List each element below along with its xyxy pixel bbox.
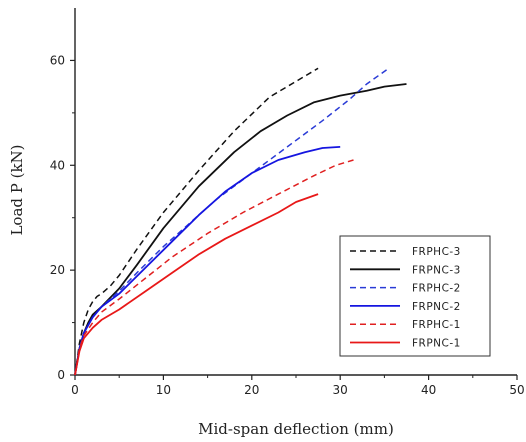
y-tick-label: 0 <box>57 368 65 382</box>
x-tick-label: 0 <box>71 383 79 397</box>
legend-label: FRPNC-1 <box>412 338 461 350</box>
x-axis-title: Mid-span deflection (mm) <box>198 420 394 438</box>
series-line-frphc-1 <box>74 159 354 376</box>
legend-box <box>339 235 491 357</box>
y-tick-label: 20 <box>50 263 65 277</box>
y-tick-label: 60 <box>50 53 65 67</box>
series-line-frpnc-2 <box>74 146 341 376</box>
series-line-frpnc-1 <box>74 193 319 376</box>
x-tick-label: 10 <box>156 383 171 397</box>
x-tick-label: 30 <box>333 383 348 397</box>
plot-area <box>74 67 407 376</box>
legend-label: FRPNC-2 <box>412 301 461 313</box>
x-tick-label: 50 <box>509 383 524 397</box>
legend-label: FRPHC-3 <box>412 246 461 258</box>
y-axis-title: Load P (kN) <box>8 144 26 235</box>
legend: FRPHC-3 FRPNC-3 FRPHC-2 FRPNC-2 FRPHC-1 FRPNC… <box>339 235 491 357</box>
series-line-frphc-3 <box>74 67 319 376</box>
y-tick-label: 40 <box>50 158 65 172</box>
x-tick-label: 20 <box>244 383 259 397</box>
legend-label: FRPHC-2 <box>412 283 461 295</box>
x-tick-label: 40 <box>421 383 436 397</box>
legend-label: FRPNC-3 <box>412 264 461 276</box>
legend-label: FRPHC-1 <box>412 319 461 331</box>
series-line-frpnc-3 <box>74 83 407 376</box>
axes: 0 10 20 30 40 50 0 20 40 60 <box>50 8 525 397</box>
